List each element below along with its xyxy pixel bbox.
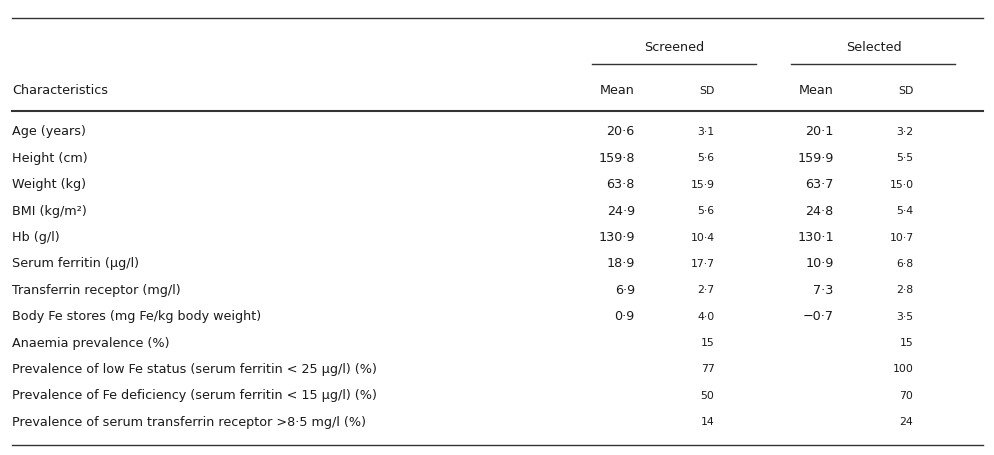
Text: 63·8: 63·8: [605, 178, 634, 191]
Text: 24: 24: [899, 417, 912, 427]
Text: SD: SD: [898, 86, 912, 96]
Text: Selected: Selected: [845, 41, 901, 54]
Text: Serum ferritin (μg/l): Serum ferritin (μg/l): [12, 258, 139, 270]
Text: 3·5: 3·5: [896, 312, 912, 322]
Text: 5·6: 5·6: [697, 153, 714, 163]
Text: 159·8: 159·8: [597, 152, 634, 165]
Text: 10·9: 10·9: [804, 258, 833, 270]
Text: Body Fe stores (mg Fe/kg body weight): Body Fe stores (mg Fe/kg body weight): [12, 310, 260, 323]
Text: 70: 70: [899, 391, 912, 401]
Text: Characteristics: Characteristics: [12, 85, 107, 97]
Text: Anaemia prevalence (%): Anaemia prevalence (%): [12, 337, 169, 349]
Text: 10·7: 10·7: [889, 233, 912, 243]
Text: 3·1: 3·1: [697, 127, 714, 137]
Text: 2·8: 2·8: [896, 285, 912, 295]
Text: 63·7: 63·7: [804, 178, 833, 191]
Text: SD: SD: [699, 86, 714, 96]
Text: 24·8: 24·8: [805, 205, 833, 217]
Text: 7·3: 7·3: [813, 284, 833, 297]
Text: 14: 14: [700, 417, 714, 427]
Text: −0·7: −0·7: [802, 310, 833, 323]
Text: 2·7: 2·7: [697, 285, 714, 295]
Text: BMI (kg/m²): BMI (kg/m²): [12, 205, 86, 217]
Text: 17·7: 17·7: [690, 259, 714, 269]
Text: Prevalence of serum transferrin receptor >8·5 mg/l (%): Prevalence of serum transferrin receptor…: [12, 416, 366, 429]
Text: Height (cm): Height (cm): [12, 152, 87, 165]
Text: 20·1: 20·1: [804, 126, 833, 138]
Text: 130·1: 130·1: [796, 231, 833, 244]
Text: Prevalence of Fe deficiency (serum ferritin < 15 μg/l) (%): Prevalence of Fe deficiency (serum ferri…: [12, 389, 377, 402]
Text: 15: 15: [700, 338, 714, 348]
Text: Prevalence of low Fe status (serum ferritin < 25 μg/l) (%): Prevalence of low Fe status (serum ferri…: [12, 363, 377, 376]
Text: 15·0: 15·0: [889, 180, 912, 190]
Text: 10·4: 10·4: [690, 233, 714, 243]
Text: 24·9: 24·9: [606, 205, 634, 217]
Text: 5·6: 5·6: [697, 206, 714, 216]
Text: Weight (kg): Weight (kg): [12, 178, 85, 191]
Text: 4·0: 4·0: [697, 312, 714, 322]
Text: Hb (g/l): Hb (g/l): [12, 231, 60, 244]
Text: 130·9: 130·9: [597, 231, 634, 244]
Text: 3·2: 3·2: [896, 127, 912, 137]
Text: 15: 15: [899, 338, 912, 348]
Text: Screened: Screened: [644, 41, 704, 54]
Text: 6·9: 6·9: [614, 284, 634, 297]
Text: 0·9: 0·9: [614, 310, 634, 323]
Text: 5·5: 5·5: [896, 153, 912, 163]
Text: Transferrin receptor (mg/l): Transferrin receptor (mg/l): [12, 284, 180, 297]
Text: 100: 100: [892, 364, 912, 374]
Text: Mean: Mean: [599, 85, 634, 97]
Text: 50: 50: [700, 391, 714, 401]
Text: Age (years): Age (years): [12, 126, 85, 138]
Text: 18·9: 18·9: [605, 258, 634, 270]
Text: Mean: Mean: [798, 85, 833, 97]
Text: 159·9: 159·9: [796, 152, 833, 165]
Text: 20·6: 20·6: [606, 126, 634, 138]
Text: 15·9: 15·9: [690, 180, 714, 190]
Text: 77: 77: [700, 364, 714, 374]
Text: 5·4: 5·4: [896, 206, 912, 216]
Text: 6·8: 6·8: [896, 259, 912, 269]
